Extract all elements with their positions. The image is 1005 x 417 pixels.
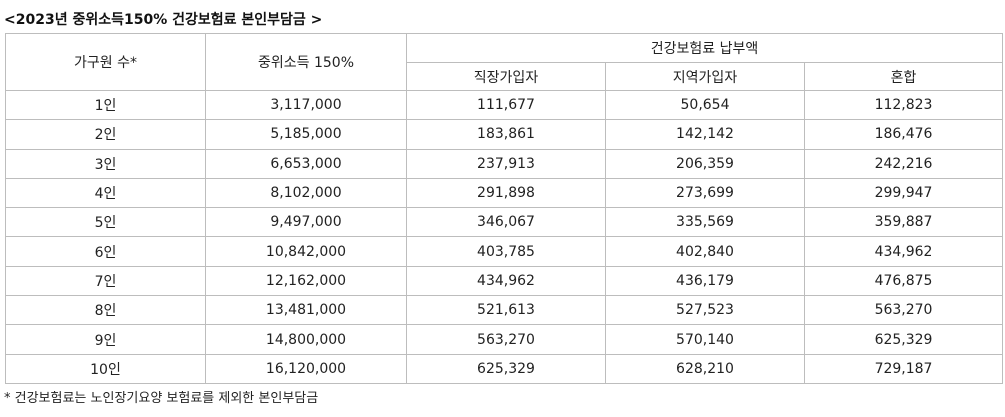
header-household: 가구원 수* — [5, 33, 206, 91]
table-row: 6인 10,842,000 403,785 402,840 434,962 — [5, 236, 1004, 267]
table-row: 7인 12,162,000 434,962 436,179 476,875 — [5, 265, 1004, 297]
mixed-premium-cell: 112,823 — [803, 89, 1004, 121]
mixed-premium-cell: 729,187 — [803, 353, 1004, 384]
median-income-cell: 8,102,000 — [205, 177, 407, 209]
table-row: 3인 6,653,000 237,913 206,359 242,216 — [5, 148, 1004, 179]
mixed-premium-cell: 242,216 — [803, 148, 1004, 179]
regional-premium-cell: 628,210 — [605, 353, 805, 384]
employee-premium-cell: 434,962 — [406, 265, 606, 297]
household-cell: 2인 — [5, 119, 206, 150]
table-row: 9인 14,800,000 563,270 570,140 625,329 — [5, 324, 1004, 355]
employee-premium-cell: 346,067 — [406, 207, 606, 238]
household-cell: 9인 — [5, 324, 206, 355]
table-row: 4인 8,102,000 291,898 273,699 299,947 — [5, 177, 1004, 209]
household-cell: 1인 — [5, 89, 206, 121]
regional-premium-cell: 527,523 — [605, 295, 805, 326]
employee-premium-cell: 625,329 — [406, 353, 606, 384]
median-income-cell: 12,162,000 — [205, 265, 407, 297]
household-cell: 6인 — [5, 236, 206, 267]
mixed-premium-cell: 563,270 — [803, 295, 1004, 326]
table-row: 1인 3,117,000 111,677 50,654 112,823 — [5, 89, 1004, 121]
header-regional: 지역가입자 — [605, 62, 805, 91]
table-body: 1인 3,117,000 111,677 50,654 112,823 2인 5,185,0… — [5, 89, 1004, 384]
household-cell: 8인 — [5, 295, 206, 326]
table-caption: <2023년 중위소득150% 건강보험료 본인부담금 > — [4, 12, 323, 28]
premium-table: 가구원 수* 중위소득 150% 건강보험료 납부액 직장가입자 지역가입자 혼… — [5, 33, 1004, 384]
mixed-premium-cell: 625,329 — [803, 324, 1004, 355]
median-income-cell: 13,481,000 — [205, 295, 407, 326]
table-row: 8인 13,481,000 521,613 527,523 563,270 — [5, 295, 1004, 326]
header-employee: 직장가입자 — [406, 62, 606, 91]
employee-premium-cell: 111,677 — [406, 89, 606, 121]
mixed-premium-cell: 434,962 — [803, 236, 1004, 267]
median-income-cell: 10,842,000 — [205, 236, 407, 267]
header-median-income: 중위소득 150% — [205, 33, 407, 91]
regional-premium-cell: 402,840 — [605, 236, 805, 267]
regional-premium-cell: 142,142 — [605, 119, 805, 150]
median-income-cell: 5,185,000 — [205, 119, 407, 150]
household-cell: 3인 — [5, 148, 206, 179]
employee-premium-cell: 183,861 — [406, 119, 606, 150]
regional-premium-cell: 335,569 — [605, 207, 805, 238]
employee-premium-cell: 521,613 — [406, 295, 606, 326]
household-cell: 7인 — [5, 265, 206, 297]
mixed-premium-cell: 299,947 — [803, 177, 1004, 209]
footnote: * 건강보험료는 노인장기요양 보험료를 제외한 본인부담금 — [4, 391, 319, 406]
employee-premium-cell: 403,785 — [406, 236, 606, 267]
median-income-cell: 14,800,000 — [205, 324, 407, 355]
header-mixed: 혼합 — [803, 62, 1004, 91]
regional-premium-cell: 50,654 — [605, 89, 805, 121]
regional-premium-cell: 273,699 — [605, 177, 805, 209]
table-row: 2인 5,185,000 183,861 142,142 186,476 — [5, 119, 1004, 150]
household-cell: 4인 — [5, 177, 206, 209]
employee-premium-cell: 237,913 — [406, 148, 606, 179]
household-cell: 5인 — [5, 207, 206, 238]
mixed-premium-cell: 476,875 — [803, 265, 1004, 297]
regional-premium-cell: 436,179 — [605, 265, 805, 297]
median-income-cell: 6,653,000 — [205, 148, 407, 179]
median-income-cell: 16,120,000 — [205, 353, 407, 384]
median-income-cell: 9,497,000 — [205, 207, 407, 238]
mixed-premium-cell: 359,887 — [803, 207, 1004, 238]
household-cell: 10인 — [5, 353, 206, 384]
median-income-cell: 3,117,000 — [205, 89, 407, 121]
regional-premium-cell: 206,359 — [605, 148, 805, 179]
table-row: 10인 16,120,000 625,329 628,210 729,187 — [5, 353, 1004, 384]
employee-premium-cell: 291,898 — [406, 177, 606, 209]
regional-premium-cell: 570,140 — [605, 324, 805, 355]
employee-premium-cell: 563,270 — [406, 324, 606, 355]
table-row: 5인 9,497,000 346,067 335,569 359,887 — [5, 207, 1004, 238]
mixed-premium-cell: 186,476 — [803, 119, 1004, 150]
header-premium-group: 건강보험료 납부액 — [405, 33, 1004, 63]
